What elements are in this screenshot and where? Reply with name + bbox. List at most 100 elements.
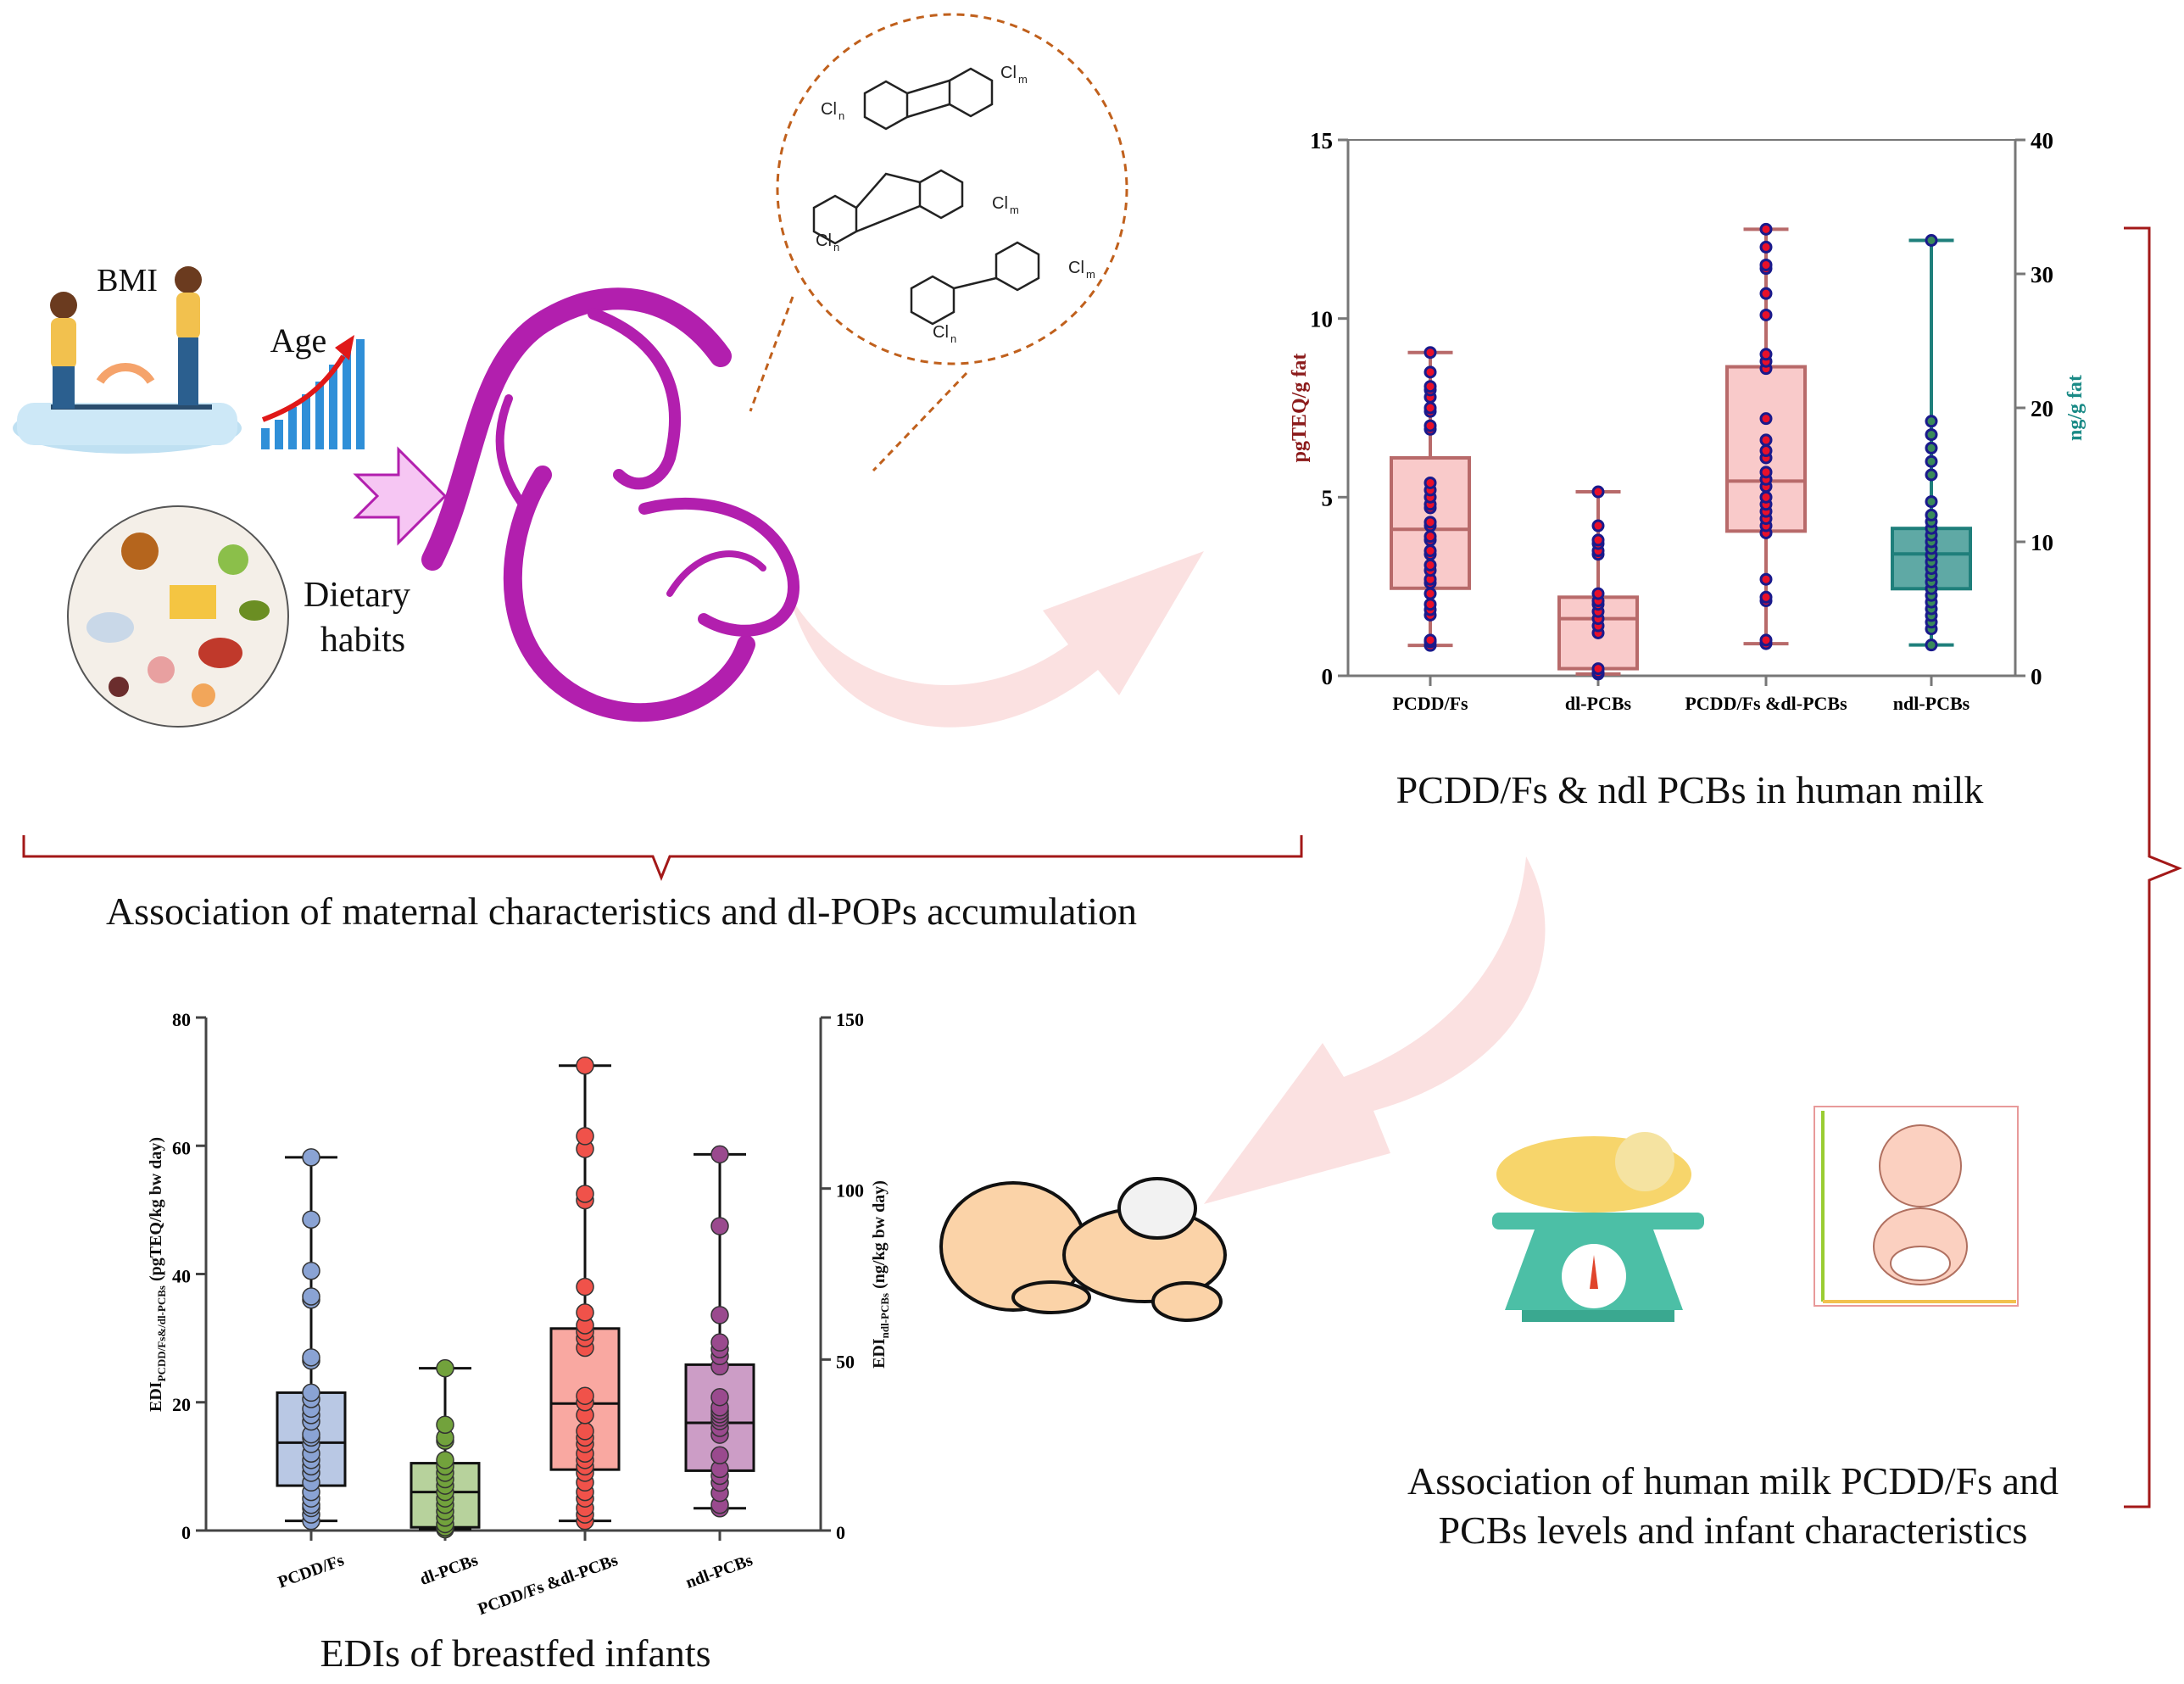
data-point [1424,544,1437,558]
data-point [710,1306,729,1324]
data-point [436,1451,454,1469]
bottom-y-axis-label-left: EDIPCDD/Fs&/dl-PCBs (pgTEQ/kg bw day) [147,1137,168,1412]
dietary-food-plate-icon [67,505,289,728]
y-tick-label-right: 0 [2031,664,2042,689]
cl-subscript: m [1018,73,1028,86]
x-category-label: PCDD/Fs [276,1551,347,1592]
data-point [710,1145,729,1164]
y-tick-label-left: 5 [1322,485,1334,510]
top-y-axis-label-right: ng/g fat [2064,375,2086,441]
x-category-label: dl-PCBs [1565,693,1632,714]
age-growth-chart-icon [261,335,365,449]
data-point [302,1148,320,1167]
y-tick-label-right: 10 [2031,530,2053,555]
data-point [1925,234,1938,247]
x-category-label: PCDD/Fs &dl-PCBs [1685,693,1847,714]
data-point [576,1277,594,1296]
data-point [1591,533,1605,547]
data-point [302,1210,320,1229]
data-point [436,1358,454,1378]
data-point [1591,587,1605,600]
bottom-y-axis-label-right: EDIndl-PCBs (ng/kg bw day) [870,1180,891,1369]
data-point [1424,530,1437,544]
data-point [1424,401,1437,415]
infant-association-caption-line1: Association of human milk PCDD/Fs and [1407,1459,2059,1503]
data-point [1759,222,1773,236]
y-tick-label-left: 0 [181,1522,191,1543]
data-point [1759,633,1773,647]
x-category-label: ndl-PCBs [1893,693,1970,714]
biphenyl-structure [910,241,1040,326]
molecule-structures-circle [776,13,1128,365]
input-arrow-icon [353,446,448,546]
dioxin-structure [863,67,994,131]
x-category-label: dl-PCBs [417,1551,481,1589]
data-point [1759,444,1773,458]
data-point [1759,287,1773,300]
infant-height-ruler-icon [1814,1106,2019,1307]
data-point [1759,348,1773,361]
data-point [1424,598,1437,611]
cl-label: Cl [933,323,949,342]
y-tick-label-left: 0 [1322,664,1334,689]
chart-edi-infants: 0 20 40 60 80 0 50 100 150 PCDD/Fs dl-PCBsPCDD/Fs … [172,1009,864,1619]
dietary-label-line2: habits [320,621,405,660]
data-point [1424,365,1437,379]
top-y-axis-label-left: pgTEQ/g fat [1289,354,1311,463]
data-point [1424,633,1437,647]
data-point [1759,490,1773,504]
data-point [1424,380,1437,393]
plot-frame [1347,139,2016,677]
y-tick-label-right: 0 [836,1522,845,1543]
data-point [1925,428,1938,442]
data-point [1424,419,1437,432]
data-point [1759,590,1773,604]
chart-human-milk-levels: 0 5 10 15 0 10 20 30 40 PCDD/Fs dl-PCBs PCDD/Fs &dl… [1310,128,2053,714]
data-point [576,1303,594,1322]
y-tick-label-left: 15 [1310,128,1333,153]
top-chart-caption: PCDD/Fs & ndl PCBs in human milk [1396,768,1984,811]
data-point [710,1217,729,1235]
data-point [1424,516,1437,529]
y-tick-label-right: 50 [836,1351,855,1372]
data-point [1925,638,1938,652]
sleeping-baby-icon [939,1177,1227,1322]
x-category-label: PCDD/Fs &dl-PCBs [476,1551,621,1619]
y-tick-label-left: 60 [172,1137,191,1158]
molecule-callout-line [872,371,968,472]
y-tick-label-left: 20 [172,1394,191,1415]
furan-structure [812,169,964,245]
data-point [1759,258,1773,271]
data-point [1424,346,1437,360]
y-tick-label-right: 20 [2031,396,2053,421]
flow-arrow-to-infant [1204,856,1546,1204]
data-point [576,1386,594,1405]
data-point [302,1287,320,1306]
infant-association-caption-line2: PCBs levels and infant characteristics [1438,1508,2028,1552]
x-category-label: ndl-PCBs [683,1551,755,1592]
y-tick-label-left: 40 [172,1266,191,1287]
data-point [302,1261,320,1280]
data-point [576,1185,594,1203]
data-point [710,1387,729,1407]
cl-subscript: m [1086,268,1095,281]
molecule-callout-line [749,296,794,412]
y-tick-label-right: 40 [2031,128,2053,153]
data-point [1591,662,1605,676]
data-point [1591,485,1605,499]
y-tick-label-right: 100 [836,1180,864,1202]
data-point [1424,558,1437,572]
cl-subscript: n [950,332,956,345]
data-point [302,1383,320,1402]
cl-label: Cl [816,231,832,250]
data-point [1424,587,1437,600]
y-tick-label-right: 150 [836,1009,864,1030]
data-point [1759,240,1773,254]
cl-subscript: m [1010,204,1019,216]
y-tick-label-right: 30 [2031,262,2053,287]
data-point [576,1056,594,1075]
data-point [302,1348,320,1367]
maternal-association-caption: Association of maternal characteristics … [105,889,1138,933]
flow-arrow-to-chart [788,551,1204,728]
data-point [1759,572,1773,586]
